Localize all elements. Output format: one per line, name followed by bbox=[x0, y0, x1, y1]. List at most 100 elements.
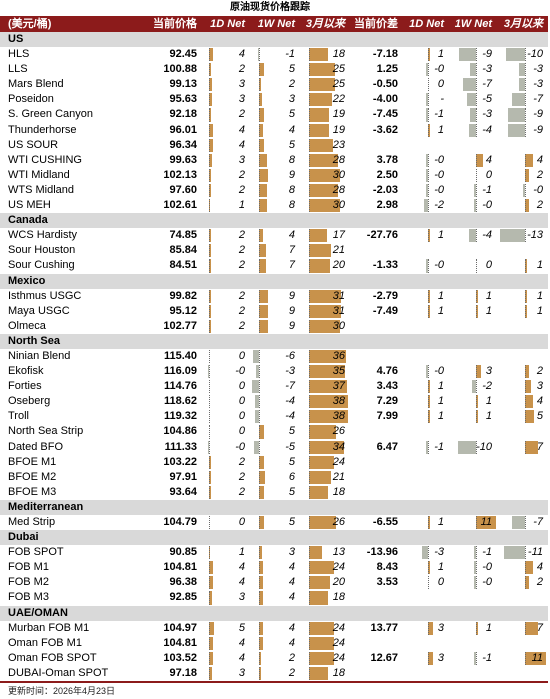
crude-name-value: Dated BFO bbox=[8, 440, 64, 453]
bar-axis bbox=[309, 440, 311, 454]
bar-positive bbox=[209, 561, 214, 575]
bar-axis bbox=[524, 440, 526, 454]
price-1d-net-value: 4 bbox=[238, 138, 245, 151]
price-value: 100.88 bbox=[163, 63, 197, 76]
price-1w-net-cell: 7 bbox=[250, 243, 300, 258]
bar-axis bbox=[259, 304, 261, 318]
price-value: 104.81 bbox=[163, 636, 197, 649]
bar-axis bbox=[524, 78, 526, 92]
bar-axis bbox=[524, 365, 526, 379]
spread-cell: -13.96 bbox=[350, 545, 402, 560]
price-1d-net-cell: 2 bbox=[200, 183, 250, 198]
spread-value: 3.53 bbox=[376, 576, 398, 589]
bar-positive bbox=[524, 561, 533, 575]
spread-1w-net-value: -5 bbox=[482, 93, 492, 106]
section-header: UAE/OMAN bbox=[0, 605, 548, 621]
price-1w-net-cell: 9 bbox=[250, 289, 300, 304]
spread-since-march-cell: 4 bbox=[498, 153, 548, 168]
price-since-march-cell: 18 bbox=[300, 47, 350, 62]
spread-since-march-value: 11 bbox=[531, 651, 543, 664]
bar-axis bbox=[309, 93, 311, 107]
price-1w-net-cell: 2 bbox=[250, 666, 300, 681]
price-cell: 92.85 bbox=[150, 590, 200, 605]
crude-name-cell: Oseberg bbox=[0, 394, 150, 409]
bar-axis bbox=[309, 123, 311, 137]
bar-positive bbox=[309, 153, 338, 167]
table-row: WTI Midland 102.13 2 9 30 2.50 -0 0 2 bbox=[0, 168, 548, 183]
crude-name-value: Mars Blend bbox=[8, 78, 64, 91]
spread-since-march-cell: 5 bbox=[498, 409, 548, 424]
spread-1w-net-cell: -1 bbox=[450, 183, 498, 198]
price-cell: 104.81 bbox=[150, 560, 200, 575]
bar-axis bbox=[309, 470, 311, 484]
bar-axis bbox=[427, 183, 429, 198]
bar-axis bbox=[209, 621, 211, 635]
bar-axis bbox=[259, 380, 261, 394]
bar-axis bbox=[427, 289, 429, 303]
price-cell: 93.64 bbox=[150, 485, 200, 500]
bar-axis bbox=[259, 425, 261, 439]
price-1d-net-value: 2 bbox=[238, 289, 245, 302]
bar-axis bbox=[524, 93, 526, 107]
bar-negative bbox=[472, 380, 476, 394]
spread-1d-net-value: 1 bbox=[437, 289, 444, 302]
bar-axis bbox=[475, 304, 477, 318]
bar-positive bbox=[309, 93, 332, 107]
price-cell: 97.60 bbox=[150, 183, 200, 198]
crude-name-cell: BFOE M2 bbox=[0, 470, 150, 485]
bar-positive bbox=[209, 319, 212, 333]
crude-name-value: Oman FOB SPOT bbox=[8, 651, 97, 664]
spread-1w-net-value: -0 bbox=[482, 199, 492, 212]
spread-1w-net-cell bbox=[450, 243, 498, 258]
price-1w-net-value: 4 bbox=[288, 621, 295, 634]
bar-negative bbox=[257, 48, 260, 62]
bar-axis bbox=[475, 93, 477, 107]
spread-since-march-cell: -7 bbox=[498, 515, 548, 530]
spread-1w-net-cell: -3 bbox=[450, 107, 498, 122]
bar-negative bbox=[426, 183, 428, 198]
bar-axis bbox=[259, 651, 261, 665]
crude-name-value: FOB SPOT bbox=[8, 546, 64, 559]
price-since-march-cell: 19 bbox=[300, 123, 350, 138]
bar-axis bbox=[259, 63, 261, 77]
table-row: US SOUR 96.34 4 5 23 bbox=[0, 138, 548, 153]
header-price-1w-net: 1W Net bbox=[257, 18, 295, 30]
bar-positive bbox=[427, 651, 434, 665]
price-1w-net-value: 8 bbox=[288, 199, 295, 212]
table-row: FOB M3 92.85 3 4 18 bbox=[0, 590, 548, 605]
crude-name-value: FOB M1 bbox=[8, 561, 49, 574]
spread-cell: -6.55 bbox=[350, 515, 402, 530]
table-row: Oseberg 118.62 0 -4 38 7.29 1 1 4 bbox=[0, 394, 548, 409]
bar-positive bbox=[309, 349, 346, 364]
price-1w-net-cell: 5 bbox=[250, 485, 300, 500]
bar-positive bbox=[259, 455, 265, 469]
spread-1w-net-cell: 1 bbox=[450, 289, 498, 304]
bar-axis bbox=[309, 289, 311, 303]
price-since-march-cell: 22 bbox=[300, 92, 350, 107]
price-1w-net-value: 4 bbox=[288, 636, 295, 649]
price-1d-net-cell: 4 bbox=[200, 651, 250, 666]
price-1w-net-cell: 9 bbox=[250, 168, 300, 183]
spread-since-march-value: 7 bbox=[536, 440, 543, 453]
price-1w-net-value: 7 bbox=[288, 259, 295, 272]
spread-cell: 1.25 bbox=[350, 62, 402, 77]
spread-1w-net-cell: 1 bbox=[450, 394, 498, 409]
crude-name-cell: BFOE M1 bbox=[0, 455, 150, 470]
price-since-march-cell: 18 bbox=[300, 590, 350, 605]
bar-negative bbox=[426, 365, 428, 379]
price-1d-net-value: 2 bbox=[238, 470, 245, 483]
spread-1w-net-value: 1 bbox=[485, 304, 492, 317]
bar-axis bbox=[427, 380, 429, 394]
price-since-march-value: 24 bbox=[332, 621, 345, 634]
price-since-march-cell: 34 bbox=[300, 440, 350, 455]
price-1d-net-cell: 2 bbox=[200, 455, 250, 470]
price-since-march-value: 24 bbox=[332, 561, 345, 574]
crude-name-value: BFOE M1 bbox=[8, 455, 57, 468]
price-since-march-value: 18 bbox=[332, 48, 345, 61]
spread-1d-net-cell: 1 bbox=[402, 47, 450, 62]
bar-negative bbox=[468, 123, 476, 137]
price-1d-net-cell: 4 bbox=[200, 560, 250, 575]
crude-name-value: Ninian Blend bbox=[8, 349, 71, 362]
spread-cell: -4.00 bbox=[350, 92, 402, 107]
spread-cell bbox=[350, 319, 402, 334]
